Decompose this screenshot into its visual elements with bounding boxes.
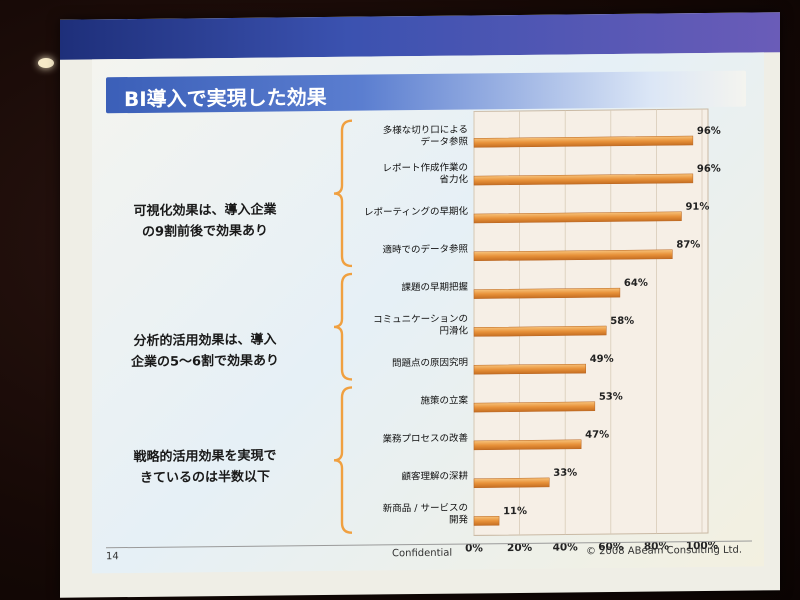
projection-screen: BI導入で実現した効果 可視化効果は、導入企業 の9割前後で効果あり 分析的活用… bbox=[60, 12, 780, 598]
brace-analytical bbox=[333, 272, 353, 381]
bar bbox=[473, 401, 596, 413]
x-tick-label: 40% bbox=[553, 541, 579, 553]
value-label: 33% bbox=[553, 468, 577, 479]
category-label: 施策の立案 bbox=[420, 394, 468, 407]
footer-confidential: Confidential bbox=[392, 547, 453, 560]
x-tick-label: 0% bbox=[465, 542, 483, 554]
value-label: 11% bbox=[503, 506, 527, 517]
category-label: 業務プロセスの改善 bbox=[382, 432, 468, 445]
value-label: 53% bbox=[599, 392, 623, 403]
category-label: 課題の早期把握 bbox=[401, 281, 468, 294]
x-tick-label: 20% bbox=[507, 542, 533, 554]
bar bbox=[473, 477, 550, 488]
x-tick-label: 80% bbox=[644, 540, 670, 552]
bar bbox=[473, 249, 673, 262]
bar bbox=[473, 516, 500, 526]
brace-visualization bbox=[333, 119, 353, 268]
value-label: 87% bbox=[676, 239, 700, 250]
value-label: 96% bbox=[697, 164, 721, 175]
category-label: 問題点の原因究明 bbox=[392, 356, 468, 369]
value-label: 47% bbox=[585, 429, 609, 440]
value-label: 91% bbox=[685, 202, 709, 213]
value-label: 58% bbox=[610, 316, 634, 327]
bar bbox=[473, 287, 621, 299]
x-tick-label: 100% bbox=[686, 540, 719, 552]
x-tick-label: 60% bbox=[598, 541, 624, 553]
bar bbox=[473, 325, 607, 337]
brace-strategic bbox=[333, 386, 353, 534]
category-label: 新商品 / サービスの開発 bbox=[383, 502, 469, 527]
bar bbox=[473, 363, 586, 375]
bar bbox=[473, 173, 694, 186]
footer-page-number: 14 bbox=[106, 551, 119, 563]
value-label: 64% bbox=[624, 278, 648, 289]
slide: BI導入で実現した効果 可視化効果は、導入企業 の9割前後で効果あり 分析的活用… bbox=[92, 52, 764, 574]
category-label: レポーティングの早期化 bbox=[364, 205, 468, 218]
category-label: レポート作成作業の省力化 bbox=[382, 161, 468, 186]
category-label: 適時でのデータ参照 bbox=[382, 243, 468, 256]
category-label: コミュニケーションの円滑化 bbox=[373, 313, 468, 337]
value-label: 96% bbox=[697, 126, 721, 137]
category-label: 顧客理解の深耕 bbox=[401, 470, 468, 483]
plot-area bbox=[473, 108, 709, 536]
bar bbox=[473, 135, 694, 148]
bar-chart: 多様な切り口によるデータ参照 96% レポート作成作業の省力化 96% レポーティングの… bbox=[333, 108, 721, 555]
value-label: 49% bbox=[590, 354, 614, 365]
bar bbox=[473, 211, 682, 224]
room-light bbox=[38, 58, 54, 68]
footer-copyright: © 2008 ABeam Consulting Ltd. bbox=[585, 544, 742, 558]
category-label: 多様な切り口によるデータ参照 bbox=[383, 123, 469, 148]
bar bbox=[473, 439, 582, 451]
